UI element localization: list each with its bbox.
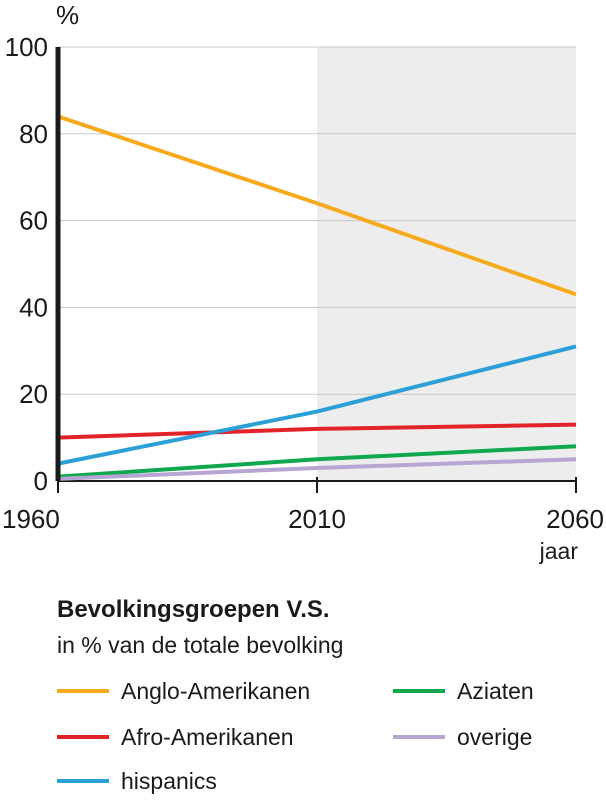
legend-item-anglo-amerikanen: Anglo-Amerikanen [57,676,310,706]
gridlines [57,46,577,493]
legend-swatch [393,735,445,739]
legend-label: Aziaten [457,677,534,704]
legend-label: Afro-Amerikanen [121,723,294,750]
legend-item-aziaten: Aziaten [393,676,534,706]
y-tick-label: 80 [19,119,48,149]
legend-item-hispanics: hispanics [57,766,217,796]
x-tick-labels: 1960 2010 2060 [2,504,604,534]
legend-swatch [393,689,445,693]
legend-label: Anglo-Amerikanen [121,677,311,704]
x-tick-label: 2010 [288,504,346,534]
y-tick-label: 0 [34,466,48,496]
legend-item-afro-amerikanen: Afro-Amerikanen [57,722,294,752]
y-tick-label: 20 [19,379,48,409]
line-chart: 0 20 40 60 80 100 1960 2010 2060 % jaar [2,0,604,564]
legend-label: overige [457,723,533,750]
x-tick-label: 1960 [2,504,60,534]
legend-swatch [57,689,109,693]
legend-title: Bevolkingsgroepen V.S. [57,596,330,623]
y-tick-labels: 0 20 40 60 80 100 [5,32,48,496]
y-unit-label: % [56,0,79,30]
series-lines [57,114,577,481]
series-line-anglo-amerikanen [57,114,577,297]
y-tick-label: 60 [19,206,48,236]
y-tick-label: 100 [5,32,48,62]
series-line-overige [57,457,577,481]
series-line-afro-amerikanen [57,422,577,440]
legend-subtitle: in % van de totale bevolking [57,632,344,658]
x-unit-label: jaar [539,538,579,564]
legend-item-overige: overige [393,722,532,752]
series-line-hispanics [57,344,577,466]
legend-swatch [57,735,109,739]
legend-swatch [57,779,109,783]
series-line-aziaten [57,444,577,479]
projection-shaded-area [317,47,576,481]
legend-label: hispanics [121,767,217,794]
x-tick-label: 2060 [546,504,604,534]
y-tick-label: 40 [19,292,48,322]
